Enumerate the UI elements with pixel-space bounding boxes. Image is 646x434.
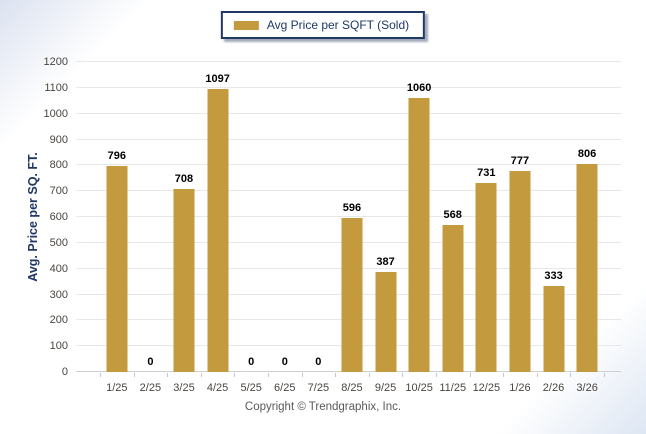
y-axis-tick-label: 900: [49, 133, 68, 146]
x-axis-tick-label: 12/25: [472, 382, 501, 394]
y-axis-tick-label: 100: [49, 340, 68, 353]
x-axis-tick-label: 6/25: [274, 382, 296, 394]
bar-slot: 708 3/25: [167, 62, 201, 394]
bar-value-label: 806: [577, 147, 597, 160]
x-axis-tick-label: 1/26: [509, 382, 531, 394]
x-axis-tick-label: 9/25: [374, 382, 397, 394]
y-axis-tick-label: 700: [49, 185, 68, 198]
x-axis-tick-label: 8/25: [341, 382, 363, 394]
bar-slot: 777 1/26: [503, 62, 537, 394]
x-axis-tick: [133, 373, 135, 377]
gridline: [76, 190, 621, 192]
bar-value-label: 796: [107, 150, 126, 163]
x-axis-tick: [604, 373, 605, 377]
bar-slot: 806 3/26: [570, 62, 604, 394]
bar-slot: 0 6/25: [268, 62, 302, 394]
x-axis-tick: [570, 373, 572, 377]
x-axis-tick: [301, 373, 303, 377]
x-axis-tick: [503, 373, 505, 377]
legend: Avg Price per SQFT (Sold): [220, 11, 426, 39]
y-axis-tick-label: 300: [49, 288, 68, 301]
bar-slot: 333 2/26: [537, 62, 571, 394]
bar: [408, 98, 430, 372]
bar: [442, 225, 464, 372]
x-axis-tick: [368, 373, 370, 377]
bar-slot: 0 2/25: [134, 62, 168, 394]
gridline: [76, 86, 621, 88]
x-axis-tick: [335, 373, 337, 377]
bar: [207, 88, 229, 372]
x-axis-tick: [536, 373, 538, 377]
x-axis-tick: [469, 373, 471, 377]
gridline: [76, 112, 621, 114]
x-axis-tick: [402, 373, 404, 377]
bar-value-label: 333: [544, 269, 563, 282]
bar-slot: 387 9/25: [369, 62, 403, 394]
bar-slot: 596 8/25: [335, 62, 369, 394]
x-axis-tick-label: 11/25: [439, 382, 467, 394]
bar-value-label: 0: [248, 356, 255, 368]
bar-value-label: 596: [342, 202, 362, 215]
bar-value-label: 568: [443, 209, 462, 222]
bar-value-label: 731: [477, 167, 496, 180]
bar: [543, 285, 565, 372]
x-axis-tick-label: 3/26: [576, 382, 598, 394]
y-axis-tick-label: 1100: [44, 81, 68, 94]
plot-slots: 796 1/25 0 2/25 708 3/25 1097 4/25 0 5/25 0 6/25 0 7/…: [100, 62, 605, 394]
x-axis-tick: [436, 373, 437, 377]
bar: [173, 189, 195, 372]
y-axis-tick-label: 200: [49, 314, 68, 327]
bar-value-label: 0: [147, 356, 154, 368]
y-axis-tick-label: 600: [49, 211, 68, 223]
bar: [341, 218, 363, 372]
bar: [576, 163, 598, 372]
legend-swatch-icon: [233, 20, 259, 30]
bar-value-label: 708: [174, 173, 194, 186]
gridline: [76, 138, 621, 140]
bar-slot: 0 5/25: [234, 62, 268, 394]
bar: [106, 166, 128, 372]
bar-value-label: 0: [281, 356, 288, 368]
x-axis-tick: [167, 373, 169, 377]
bar-value-label: 1097: [205, 72, 230, 85]
x-axis-tick: [100, 373, 101, 377]
x-axis-tick-label: 4/25: [206, 382, 229, 394]
bar-slot: 731 12/25: [470, 62, 504, 394]
y-axis-tick-label: 500: [49, 236, 68, 249]
gridline: [76, 164, 621, 166]
plot-area: 796 1/25 0 2/25 708 3/25 1097 4/25 0 5/25 0 6/25 0 7/…: [44, 56, 621, 394]
bar-value-label: 777: [510, 155, 530, 168]
bar-slot: 1097 4/25: [201, 62, 235, 394]
x-axis-tick: [200, 373, 202, 377]
x-axis-tick-label: 5/25: [240, 382, 262, 394]
x-axis-tick-label: 2/25: [139, 382, 162, 394]
bar-slot: 568 11/25: [436, 62, 470, 394]
x-axis-tick: [234, 373, 236, 377]
legend-label: Avg Price per SQFT (Sold): [266, 18, 410, 32]
bar: [475, 183, 497, 372]
y-axis-tick-label: 1200: [43, 56, 68, 68]
bar-value-label: 387: [376, 256, 395, 269]
bar: [509, 171, 531, 372]
x-axis-tick-label: 2/26: [542, 382, 565, 394]
x-axis-tick: [268, 373, 269, 377]
bar-value-label: 1060: [406, 82, 432, 95]
bar-slot: 1060 10/25: [402, 62, 436, 394]
bar-value-label: 0: [315, 356, 322, 368]
gridline: [76, 61, 621, 62]
copyright-text: Copyright © Trendgraphix, Inc.: [244, 401, 402, 413]
y-axis-tick-label: 400: [49, 262, 68, 275]
x-axis-tick-label: 3/25: [173, 382, 195, 394]
x-axis-tick-label: 1/25: [106, 382, 128, 394]
y-axis-tick-label: 1000: [43, 107, 68, 120]
y-axis-tick-label: 800: [49, 159, 68, 172]
bar-slot: 0 7/25: [302, 62, 336, 394]
bar: [375, 272, 397, 372]
x-axis-tick-label: 7/25: [307, 382, 330, 394]
y-axis-tick-label: 0: [61, 366, 68, 378]
x-axis-tick-label: 10/25: [405, 382, 433, 394]
gridline: [76, 216, 621, 217]
bar-slot: 796 1/25: [100, 62, 134, 394]
